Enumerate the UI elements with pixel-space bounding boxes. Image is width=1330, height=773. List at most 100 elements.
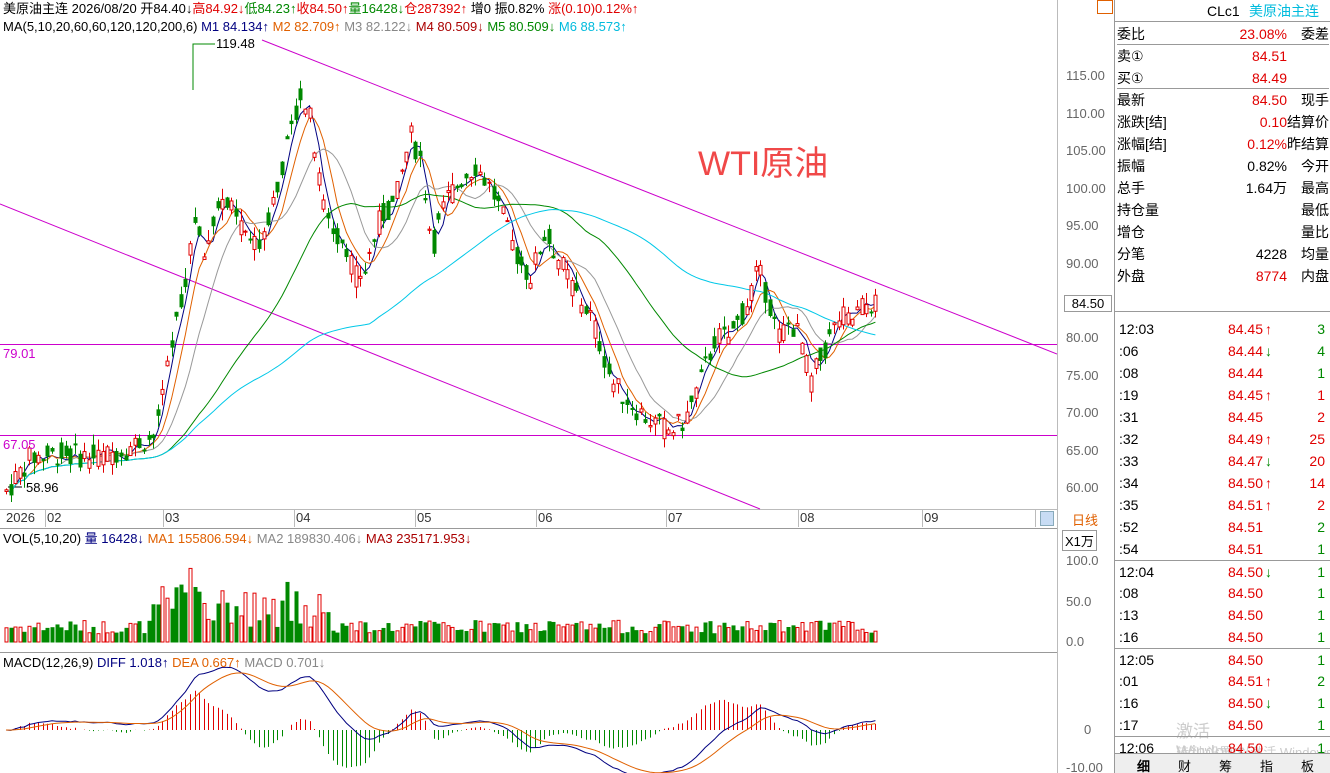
close-value: 收84.50↑	[296, 1, 349, 16]
volume-bar	[515, 622, 520, 643]
volume-bar	[82, 620, 87, 643]
candle-body	[768, 299, 773, 316]
volume-bar	[850, 621, 855, 643]
candle-body	[96, 449, 101, 467]
volume-bar	[551, 621, 556, 643]
volume-bar	[73, 624, 78, 643]
volume-bar	[326, 612, 331, 643]
volume-bar	[349, 622, 354, 643]
volume-bar	[786, 626, 791, 643]
volume-bar	[630, 626, 635, 643]
ma1-value: M1 84.134↑	[201, 19, 269, 34]
quote-value: 0.12%	[1247, 136, 1287, 152]
tick-row: :08 84.44 1	[1115, 362, 1330, 384]
volume-bar	[344, 625, 349, 643]
volume-bar	[873, 630, 878, 643]
candle-body	[211, 216, 216, 227]
candle-body	[312, 152, 317, 158]
panel-toggle-icon[interactable]	[1097, 0, 1113, 14]
volume-bar	[676, 625, 681, 643]
candle-body	[487, 181, 492, 184]
candle-body	[593, 320, 598, 339]
candle-body	[142, 449, 147, 452]
candle-body	[482, 177, 487, 186]
candle-body	[538, 251, 543, 255]
tick-volume: 1	[1317, 541, 1325, 557]
candle-body	[390, 195, 395, 202]
volume-bar	[119, 631, 124, 643]
price-axis: 115.00 110.00 105.00 100.00 95.00 90.00 …	[1057, 0, 1113, 773]
y-tick-95: 95.00	[1066, 218, 1099, 233]
tick-row: :16 84.50 ↓ 1	[1115, 692, 1330, 714]
candle-body	[68, 448, 73, 465]
tick-price: 84.51	[1227, 673, 1263, 689]
volume-bar	[4, 627, 9, 643]
volume-bar	[758, 625, 763, 643]
volume-bar	[386, 623, 391, 643]
side-tab[interactable]: 细	[1137, 759, 1151, 773]
volume-bar	[643, 633, 648, 643]
volume-bar	[128, 622, 133, 643]
tick-time: :06	[1119, 343, 1139, 359]
tick-price: 84.51	[1227, 541, 1263, 557]
volume-bar	[404, 623, 409, 643]
candle-body	[243, 230, 248, 233]
candle-body	[519, 256, 524, 266]
candle-body	[680, 427, 685, 432]
quote-value: 1.64万	[1245, 180, 1287, 196]
candle-body	[206, 240, 211, 244]
volume-bar	[611, 620, 616, 643]
candle-body	[436, 213, 441, 220]
side-tab[interactable]: 指	[1260, 759, 1274, 773]
side-tab[interactable]: 筹	[1219, 759, 1233, 773]
candle-body	[643, 419, 648, 423]
ma6-value: M6 88.573↑	[558, 19, 627, 34]
volume-bar	[712, 633, 717, 643]
volume-bar	[331, 630, 336, 643]
tick-price: 84.50	[1227, 740, 1263, 756]
low-value: 低84.23↑	[244, 1, 297, 16]
volume-bar	[32, 627, 37, 643]
candle-body	[377, 210, 382, 235]
volume-bar	[50, 627, 55, 643]
scroll-handle[interactable]	[1040, 511, 1054, 526]
quote-date: 2026/08/20	[71, 1, 137, 16]
candle-body	[114, 450, 119, 463]
quote-row: 卖① 84.51	[1117, 45, 1329, 67]
volume-bar	[160, 586, 165, 643]
volume-bar	[216, 603, 221, 643]
quote-key2: 均量	[1301, 246, 1329, 262]
volume-bar	[648, 631, 653, 643]
side-name: 美原油主连	[1249, 3, 1319, 19]
candle-body	[832, 322, 837, 326]
quote-row: 委比 23.08% 委差	[1117, 23, 1329, 45]
x-label-09: 09	[924, 510, 939, 525]
candle-body	[432, 229, 437, 254]
y-tick-105: 105.00	[1066, 143, 1106, 158]
side-tab[interactable]: 财	[1178, 759, 1192, 773]
candle-body	[565, 269, 570, 280]
candle-body	[64, 445, 69, 456]
volume-bar	[735, 630, 740, 643]
candle-body	[588, 310, 593, 313]
period-label[interactable]: 日线	[1072, 513, 1099, 528]
tick-volume: 25	[1309, 431, 1325, 447]
volume-bar	[703, 622, 708, 643]
tick-arrow: ↑	[1265, 321, 1272, 337]
candle-body	[82, 451, 87, 460]
candle-body	[584, 306, 589, 314]
volume-bar	[179, 584, 184, 643]
candle-body	[837, 320, 842, 328]
candle-body	[685, 411, 690, 424]
volume-bar	[211, 620, 216, 643]
candle-body	[772, 316, 777, 320]
candle-body	[275, 181, 280, 193]
candle-body	[869, 311, 874, 314]
volume-bar	[446, 625, 451, 643]
side-tab[interactable]: 板	[1301, 759, 1315, 773]
quote-row: 外盘 8774 内盘	[1117, 265, 1329, 287]
candle-body	[363, 271, 368, 274]
tick-volume: 1	[1317, 607, 1325, 623]
candle-body	[174, 311, 179, 317]
